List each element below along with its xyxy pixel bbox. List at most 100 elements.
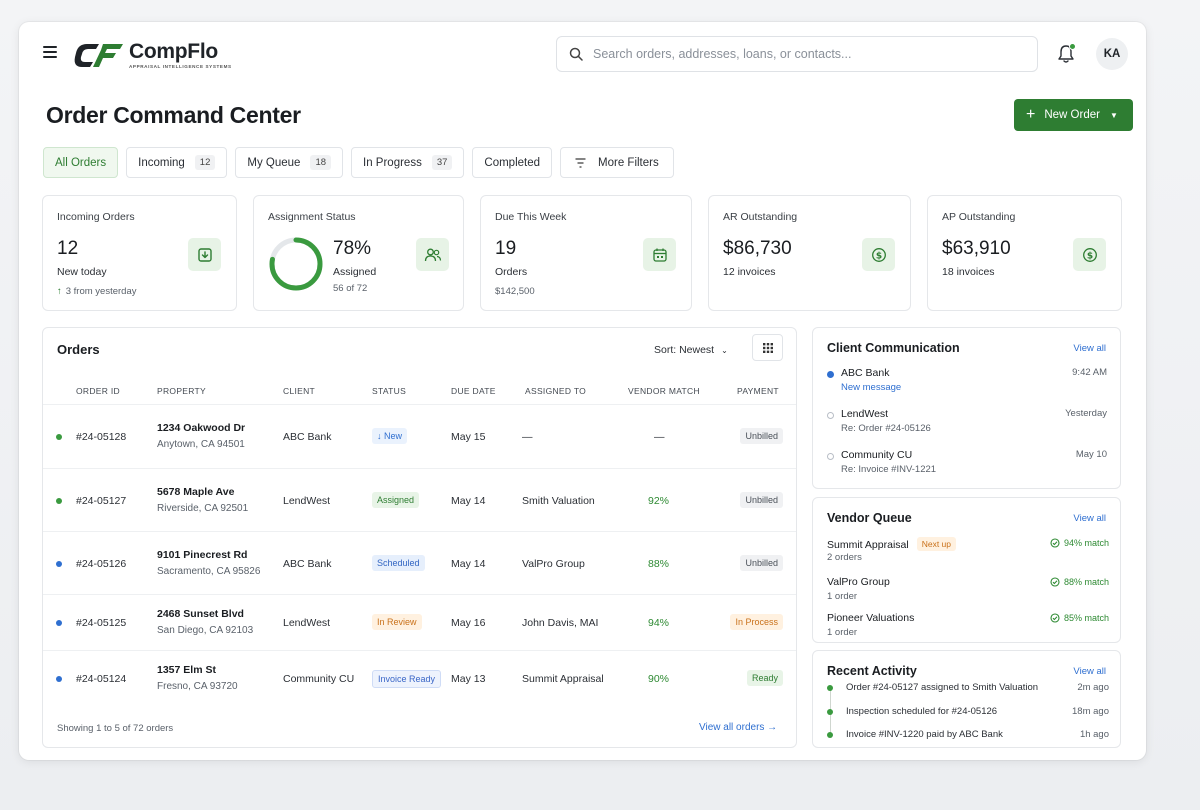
message-sender: LendWest: [841, 408, 889, 420]
due-date-cell: May 14: [451, 494, 486, 507]
col-payment[interactable]: PAYMENT: [737, 386, 779, 396]
vendor-item[interactable]: ValPro Group 1 order 88% match: [827, 576, 1109, 606]
status-dot: [56, 620, 62, 626]
search-box[interactable]: [556, 36, 1038, 72]
chevron-down-icon[interactable]: ▼: [1109, 110, 1118, 120]
kpi-ap-outstanding[interactable]: AP Outstanding $63,910 18 invoices $: [927, 195, 1122, 311]
table-row[interactable]: #24-05128 1234 Oakwood Dr Anytown, CA 9450…: [43, 404, 796, 468]
activity-item[interactable]: Invoice #INV-1220 paid by ABC Bank 1h ago: [827, 729, 1109, 743]
vendor-match: 88% match: [1050, 577, 1109, 587]
vendor-item[interactable]: Summit Appraisal Next up 2 orders 94% match: [827, 537, 1109, 567]
table-row[interactable]: #24-05126 9101 Pinecrest Rd Sacramento, CA…: [43, 531, 796, 594]
property-cell: 5678 Maple Ave Riverside, CA 92501: [157, 486, 248, 514]
user-avatar[interactable]: KA: [1096, 38, 1128, 70]
kpi-incoming-orders[interactable]: Incoming Orders 12 New today ↑ 3 from yes…: [42, 195, 237, 311]
vendor-match: 94% match: [1050, 538, 1109, 548]
timeline-dot: [827, 685, 833, 691]
status-badge: ↓ New: [372, 428, 408, 444]
sort-dropdown[interactable]: Sort: Newest ⌄: [654, 344, 728, 356]
kpi-value: 19: [495, 238, 517, 259]
check-circle-icon: [1050, 613, 1060, 623]
table-row[interactable]: #24-05124 1357 Elm St Fresno, CA 93720 Comm…: [43, 650, 796, 706]
tab-incoming[interactable]: Incoming 12: [126, 147, 228, 178]
kpi-assignment-status[interactable]: Assignment Status 78% Assigned 56 of 72: [253, 195, 464, 311]
col-assigned-to[interactable]: ASSIGNED TO: [525, 386, 587, 396]
unread-dot: [827, 371, 834, 378]
view-all-link[interactable]: View all: [1073, 513, 1106, 524]
vendor-match-cell: 94%: [648, 617, 670, 629]
read-dot: [827, 453, 834, 460]
col-client[interactable]: CLIENT: [283, 386, 316, 396]
property-street[interactable]: 1357 Elm St: [157, 664, 216, 676]
view-all-link[interactable]: View all: [1073, 666, 1106, 677]
vendor-match-cell: 90%: [648, 673, 670, 685]
property-street[interactable]: 9101 Pinecrest Rd: [157, 548, 248, 561]
message-item[interactable]: LendWest Re: Order #24-05126 Yesterday: [827, 408, 1107, 438]
pagination-summary: Showing 1 to 5 of 72 orders: [57, 723, 174, 734]
client-cell: Community CU: [283, 673, 355, 685]
tab-label: Completed: [484, 156, 541, 169]
order-id-link[interactable]: #24-05126: [76, 557, 127, 570]
kpi-value: 78%: [333, 238, 372, 259]
property-street[interactable]: 2468 Sunset Blvd: [157, 608, 244, 620]
due-date-cell: May 15: [451, 431, 486, 443]
activity-item[interactable]: Inspection scheduled for #24-05126 18m ag…: [827, 706, 1109, 720]
new-order-button[interactable]: + New Order ▼: [1014, 99, 1133, 131]
tab-completed[interactable]: Completed: [472, 147, 553, 178]
tab-label: My Queue: [247, 156, 301, 169]
due-date-cell: May 16: [451, 617, 486, 629]
message-preview: Re: Invoice #INV-1221: [841, 464, 937, 475]
kpi-due-this-week[interactable]: Due This Week 19 Orders $142,500: [480, 195, 692, 311]
order-id-link[interactable]: #24-05125: [76, 617, 127, 629]
col-order-id[interactable]: ORDER ID: [76, 386, 120, 396]
kpi-ar-outstanding[interactable]: AR Outstanding $86,730 12 invoices $: [708, 195, 911, 311]
kpi-title: Due This Week: [495, 211, 567, 223]
page-title: Order Command Center: [46, 102, 301, 128]
message-time: May 10: [1075, 449, 1107, 460]
vendor-match-cell: —: [654, 431, 665, 443]
activity-item[interactable]: Order #24-05127 assigned to Smith Valuat…: [827, 682, 1109, 696]
tab-in-progress[interactable]: In Progress 37: [351, 147, 465, 178]
order-id-link[interactable]: #24-05124: [76, 673, 127, 685]
order-id-link[interactable]: #24-05128: [76, 431, 127, 443]
vendor-item[interactable]: Pioneer Valuations 1 order 85% match: [827, 612, 1109, 642]
kpi-value: $63,910: [942, 238, 1011, 259]
more-filters-button[interactable]: More Filters: [560, 147, 674, 178]
logo[interactable]: CompFlo APPRAISAL INTELLIGENCE SYSTEMS: [73, 38, 232, 72]
search-icon: [569, 47, 583, 61]
tab-all-orders[interactable]: All Orders: [43, 147, 119, 178]
message-item[interactable]: ABC Bank New message 9:42 AM: [827, 367, 1107, 397]
tab-my-queue[interactable]: My Queue 18: [235, 147, 344, 178]
assigned-to-cell: —: [522, 431, 533, 443]
vendor-match-cell: 88%: [648, 557, 670, 570]
message-item[interactable]: Community CU Re: Invoice #INV-1221 May 10: [827, 449, 1107, 479]
menu-icon[interactable]: [43, 46, 57, 58]
notification-bell-icon[interactable]: [1057, 43, 1077, 64]
status-badge: Invoice Ready: [372, 670, 442, 688]
col-vendor-match[interactable]: VENDOR MATCH: [628, 386, 700, 396]
kpi-footnote: 56 of 72: [333, 283, 368, 294]
orders-panel: Orders Sort: Newest ⌄ ORDER ID PROPERTY C…: [42, 327, 797, 748]
table-row[interactable]: #24-05125 2468 Sunset Blvd San Diego, CA 9…: [43, 594, 796, 650]
property-city: Riverside, CA 92501: [157, 502, 249, 514]
vendor-match: 85% match: [1050, 613, 1109, 623]
property-street[interactable]: 5678 Maple Ave: [157, 485, 235, 498]
col-property[interactable]: PROPERTY: [157, 386, 207, 396]
view-all-link[interactable]: View all: [1073, 343, 1106, 354]
dollar-icon: $: [862, 238, 895, 271]
vendor-name: ValPro Group: [827, 576, 890, 588]
order-id-link[interactable]: #24-05127: [76, 494, 127, 507]
activity-text: Invoice #INV-1220 paid by ABC Bank: [846, 729, 1003, 740]
col-due-date[interactable]: DUE DATE: [451, 386, 496, 396]
table-row[interactable]: #24-05127 5678 Maple Ave Riverside, CA 925…: [43, 468, 796, 531]
col-status[interactable]: STATUS: [372, 386, 407, 396]
property-street[interactable]: 1234 Oakwood Dr: [157, 422, 246, 434]
status-badge: In Review: [372, 614, 422, 630]
table-header: ORDER ID PROPERTY CLIENT STATUS DUE DATE…: [43, 380, 796, 404]
view-all-orders-link[interactable]: View all orders →: [699, 722, 778, 733]
search-input[interactable]: [593, 47, 1013, 61]
payment-badge: Ready: [746, 670, 783, 686]
status-dot: [56, 560, 62, 567]
kpi-subtitle: New today: [57, 266, 107, 278]
grid-view-button[interactable]: [752, 334, 783, 361]
